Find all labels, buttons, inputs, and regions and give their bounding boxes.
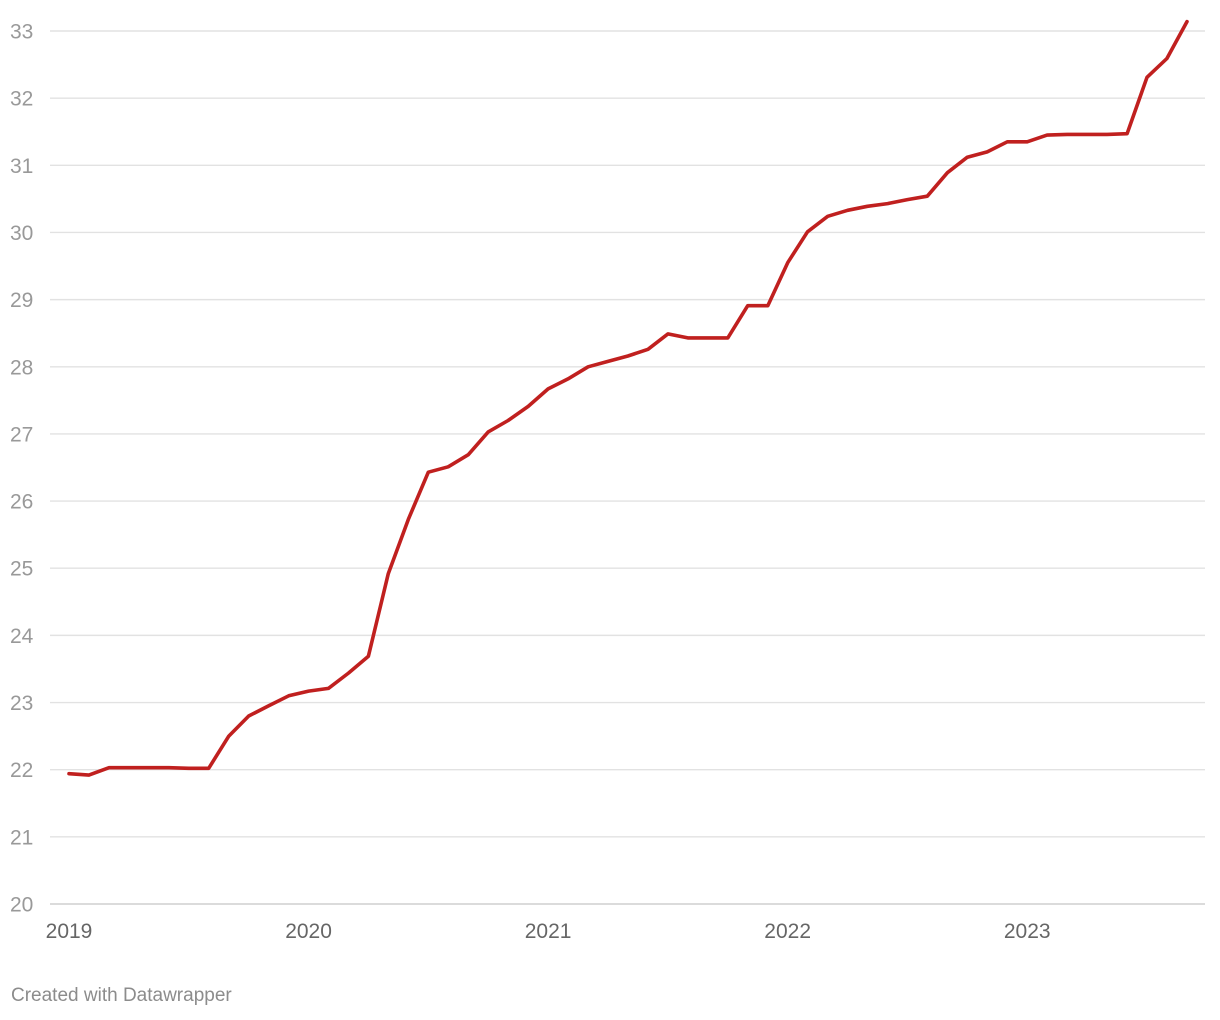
y-tick-label-24: 24 xyxy=(10,625,34,648)
y-tick-label-26: 26 xyxy=(10,491,33,514)
y-tick-label-22: 22 xyxy=(10,759,33,782)
series-layer xyxy=(67,19,1189,777)
y-tick-label-32: 32 xyxy=(10,88,33,111)
y-tick-label-27: 27 xyxy=(10,423,33,446)
y-tick-label-20: 20 xyxy=(10,894,33,917)
x-axis: 2019 2020 2021 2022 2023 xyxy=(46,920,1051,943)
y-tick-label-30: 30 xyxy=(10,222,33,245)
series-line-0 xyxy=(67,19,1189,777)
grid-lines xyxy=(50,30,1205,905)
x-tick-label-2023: 2023 xyxy=(1004,920,1051,943)
y-tick-label-25: 25 xyxy=(10,558,33,581)
y-tick-label-23: 23 xyxy=(10,692,33,715)
y-tick-label-29: 29 xyxy=(10,289,33,312)
y-axis: 20 21 22 23 24 25 26 27 28 29 30 31 32 33 xyxy=(10,21,34,917)
credit-text: Created with Datawrapper xyxy=(11,985,232,1006)
x-tick-label-2021: 2021 xyxy=(525,920,572,943)
x-tick-label-2020: 2020 xyxy=(285,920,332,943)
x-tick-label-2019: 2019 xyxy=(46,920,93,943)
y-tick-label-33: 33 xyxy=(10,21,33,44)
x-tick-label-2022: 2022 xyxy=(764,920,811,943)
y-tick-label-21: 21 xyxy=(10,826,33,849)
y-tick-label-31: 31 xyxy=(10,155,33,178)
y-tick-label-28: 28 xyxy=(10,356,33,379)
